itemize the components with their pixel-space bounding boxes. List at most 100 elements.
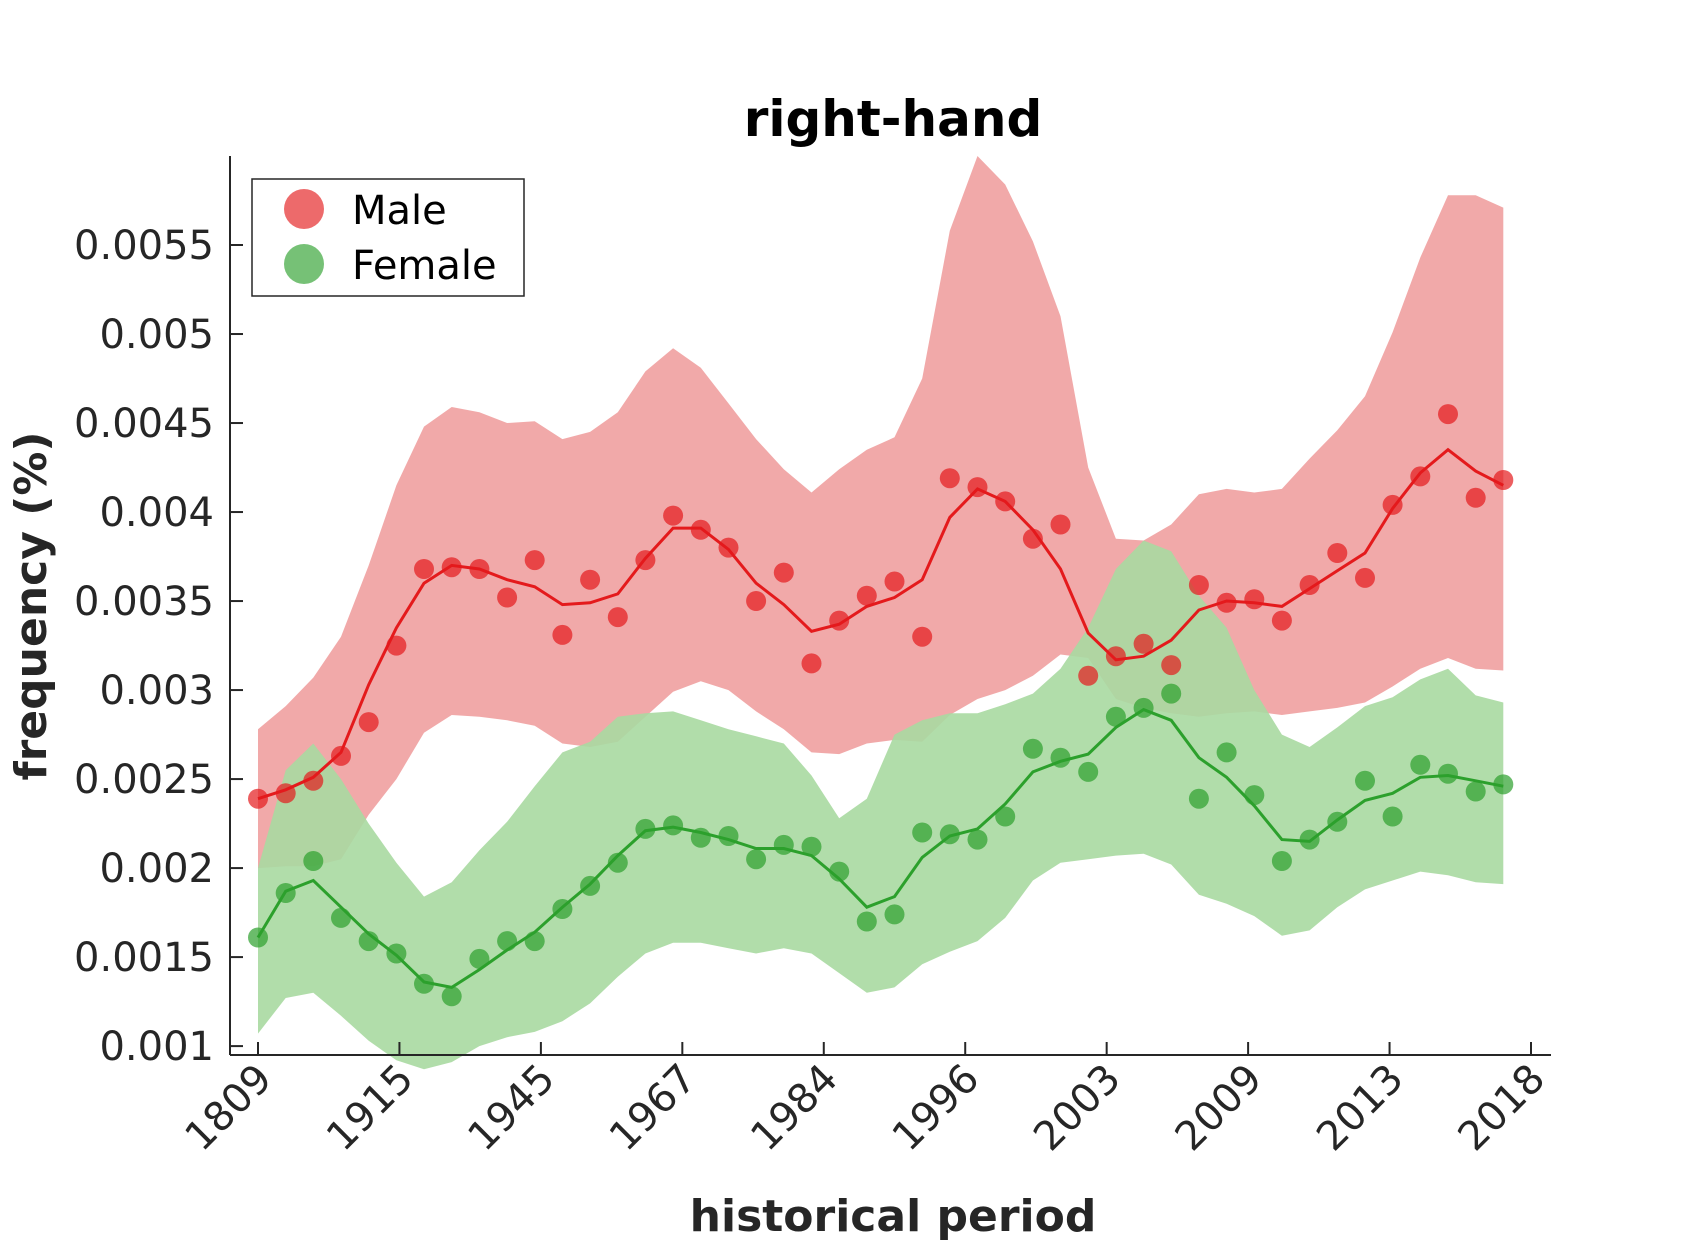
male-point (829, 610, 850, 631)
female-point (746, 849, 767, 870)
x-tick-label: 1984 (742, 1056, 847, 1161)
male-point (635, 550, 656, 571)
female-point (1465, 781, 1486, 802)
male-point (746, 591, 767, 611)
male-point (995, 491, 1016, 512)
male-point (248, 788, 268, 809)
male-point (1382, 494, 1403, 515)
female-point (1493, 774, 1514, 795)
female-point (995, 806, 1016, 827)
female-point (1438, 763, 1458, 784)
female-point (1161, 683, 1182, 704)
female-point (580, 875, 601, 896)
female-point (912, 822, 933, 843)
female-point (414, 973, 434, 994)
female-point (856, 911, 877, 932)
male-point (414, 559, 434, 579)
female-point (967, 829, 988, 850)
female-point (303, 851, 324, 871)
male-point (303, 770, 324, 791)
male-point (1133, 633, 1154, 654)
male-point (607, 607, 628, 628)
legend: Male Female (251, 178, 525, 297)
axes (229, 156, 1551, 1056)
male-point (1355, 567, 1375, 588)
male-point (1105, 646, 1126, 667)
male-point (358, 712, 379, 733)
male-point (441, 557, 462, 578)
y-tick-label: 0.0045 (74, 401, 214, 447)
legend-marker-female (284, 244, 324, 284)
x-tick-label: 2009 (1167, 1056, 1272, 1161)
male-point (856, 585, 877, 606)
x-tick-label: 1967 (601, 1056, 706, 1161)
x-tick-label: 1996 (884, 1056, 989, 1161)
female-point (690, 827, 711, 848)
y-axis-label: frequency (%) (6, 431, 57, 780)
y-tick-label: 0.0015 (74, 935, 214, 981)
female-point (524, 931, 545, 952)
male-point (386, 635, 407, 656)
male-point (580, 569, 601, 590)
female-point (663, 815, 684, 836)
male-point (1465, 487, 1486, 508)
legend-label-female: Female (352, 243, 497, 289)
female-point (1299, 829, 1320, 850)
male-point (663, 505, 684, 526)
x-tick-label: 2018 (1450, 1056, 1555, 1161)
female-point (718, 826, 739, 846)
y-tick-label: 0.0025 (74, 757, 214, 803)
female-point (801, 836, 822, 857)
x-tick-label: 2013 (1308, 1056, 1413, 1161)
male-point (1410, 466, 1431, 487)
female-point (331, 907, 351, 928)
female-band (258, 540, 1504, 1070)
female-point (1382, 806, 1403, 827)
x-tick-label: 1809 (177, 1056, 282, 1161)
male-point (967, 477, 988, 498)
legend-marker-male (284, 189, 324, 229)
female-point (248, 927, 268, 948)
female-point (1355, 770, 1375, 791)
male-point (1271, 610, 1292, 631)
male-point (1161, 655, 1182, 676)
y-tick-label: 0.005 (99, 312, 214, 358)
female-point (358, 931, 379, 952)
male-point (690, 519, 711, 540)
female-point (939, 824, 960, 845)
male-point (1327, 543, 1348, 563)
male-point (884, 571, 905, 592)
chart-title: right-hand (744, 90, 1043, 148)
female-point (1271, 851, 1292, 871)
female-point (1244, 785, 1265, 806)
male-point (912, 626, 933, 647)
female-point (635, 818, 656, 839)
male-point (773, 562, 794, 583)
female-point (1410, 754, 1431, 775)
x-tick-label: 1945 (459, 1056, 564, 1161)
x-tick-label: 2003 (1025, 1056, 1130, 1161)
male-point (331, 745, 351, 766)
male-point (469, 559, 490, 579)
male-point (1050, 514, 1071, 535)
female-point (1216, 742, 1237, 763)
x-tick-label: 1915 (318, 1056, 423, 1161)
y-tick-label: 0.0055 (74, 223, 214, 269)
male-point (1022, 528, 1043, 549)
y-tick-label: 0.001 (99, 1024, 214, 1070)
male-point (1216, 592, 1237, 613)
female-point (386, 943, 407, 964)
female-point (1327, 811, 1348, 832)
female-point (1105, 706, 1126, 727)
female-point (773, 834, 794, 855)
female-point (441, 986, 462, 1007)
male-point (718, 537, 739, 558)
male-point (275, 783, 296, 804)
x-ticks: 1809 1915 1945 1967 1984 1996 2003 2009 2013 2018 (177, 1042, 1555, 1161)
male-point (1438, 404, 1458, 425)
female-point (607, 852, 628, 873)
male-point (524, 550, 545, 571)
male-point (497, 587, 518, 608)
female-point (884, 904, 905, 925)
